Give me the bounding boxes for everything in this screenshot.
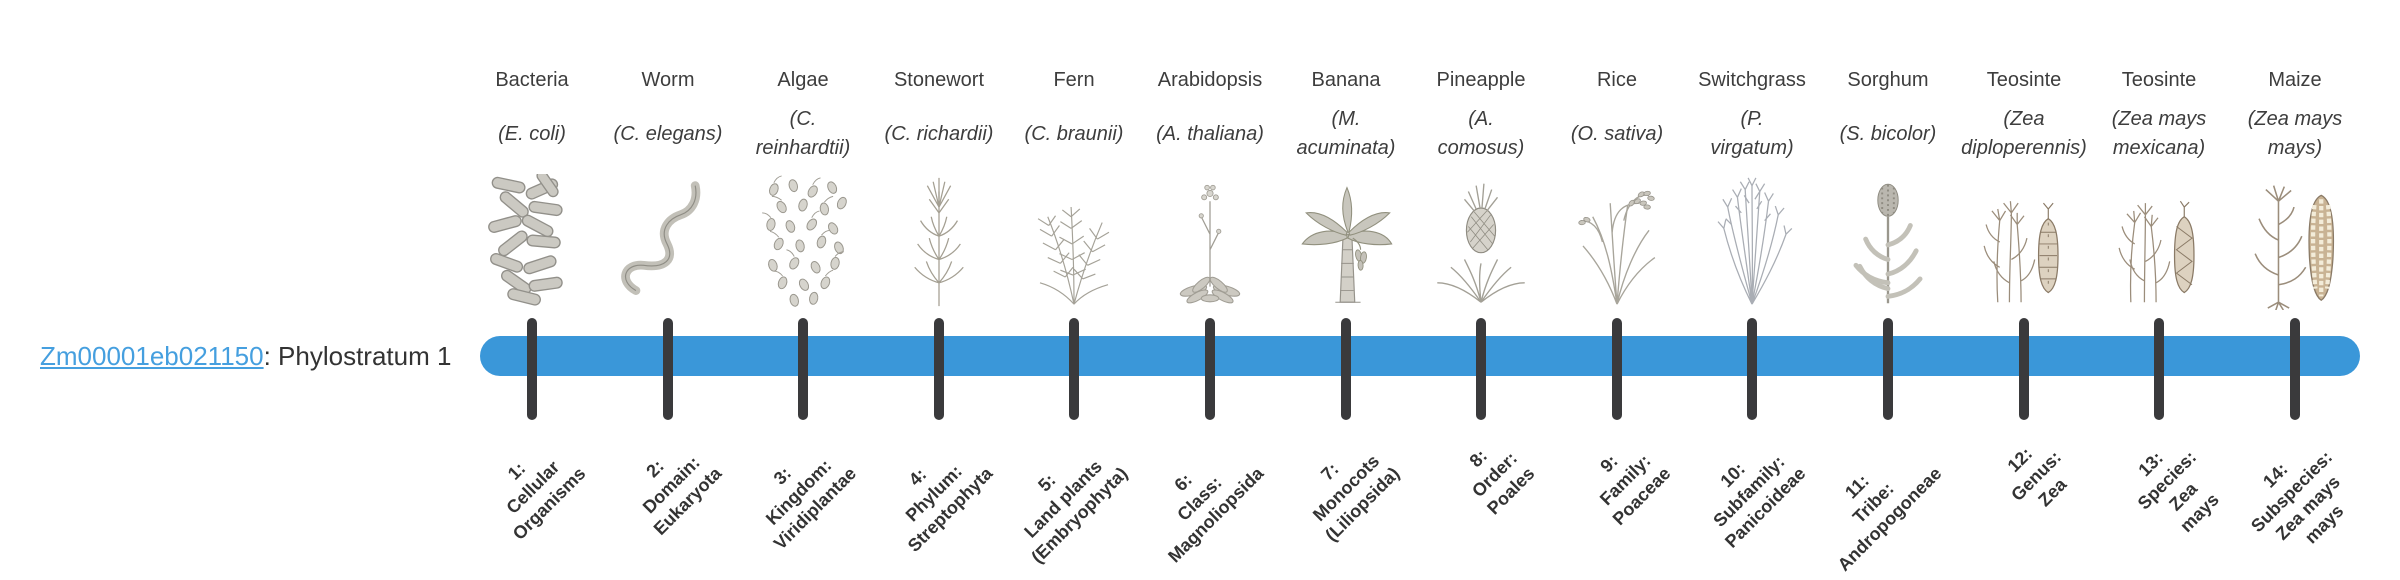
phylostratum-tick [1883,318,1893,420]
taxon-species: (S. bicolor) [1839,122,1937,145]
taxon-species: (A. comosus) [1437,108,1525,159]
maize-illustration [2254,185,2335,310]
stage-label: 4: Phylum: Streptophyta [901,461,997,556]
taxon-name: Teosinte [2121,69,2197,91]
taxon-species: (C. elegans) [613,122,723,145]
switchgrass-illustration [1717,177,1793,305]
taxon-column-switchgrass: Switchgrass (P. virgatum) 10: Subfamily:… [1686,0,1818,580]
gene-label: Zm00001eb021150: Phylostratum 1 [40,336,451,376]
taxon-species: (C. reinhardtii) [755,108,851,159]
taxon-column-maize: Maize (Zea mays mays) 14: Subspecies: Ze… [2229,0,2361,580]
phylostratum-tick [2154,318,2164,420]
taxon-species: (O. sativa) [1570,122,1664,145]
taxon-name: Switchgrass [1698,69,1806,91]
phylostratum-tick [934,318,944,420]
taxon-name: Pineapple [1436,69,1526,91]
teosinte-diploperennis-illustration [1983,201,2059,303]
taxon-name: Stonewort [893,69,985,91]
taxon-column-fern: Fern (C. braunii) 5: Land plants (Embryo… [1008,0,1140,580]
taxon-species: (C. braunii) [1024,122,1124,145]
taxon-name: Bacteria [495,69,569,91]
phylostratum-text: : Phylostratum 1 [263,341,452,371]
phylostratum-tick [798,318,808,420]
phylostratum-tick [2019,318,2029,420]
taxon-column-teosinte-mexicana: Teosinte (Zea mays mexicana) 13: Species… [2093,0,2225,580]
pineapple-illustration [1437,183,1525,303]
taxon-species: (A. thaliana) [1156,122,1264,145]
taxon-species: (M. acuminata) [1296,108,1396,159]
stage-label: 7: Monocots (Liliopsida) [1308,450,1404,546]
taxon-species: (Zea mays mays) [2247,108,2343,159]
gene-id-link[interactable]: Zm00001eb021150 [40,341,264,371]
taxon-column-banana: Banana (M. acuminata) 7: Monocots (Lilio… [1280,0,1412,580]
taxon-name: Arabidopsis [1157,69,1263,91]
taxon-species: (Zea mays mexicana) [2111,108,2207,159]
fern-illustration [1037,206,1110,305]
stage-label: 6: Class: Magnoliopsida [1164,463,1268,567]
sorghum-illustration [1853,183,1923,304]
phylostratum-tick [1205,318,1215,420]
phylostratum-tick [663,318,673,420]
taxon-column-stonewort: Stonewort (C. richardii) 4: Phylum: Stre… [873,0,1005,580]
taxon-name: Sorghum [1847,69,1929,91]
taxon-column-algae: Algae (C. reinhardtii) 3: Kingdom: Viri [737,0,869,580]
taxon-column-teosinte-diploperennis: Teosinte (Zea diploperennis) 12: Genus: … [1958,0,2090,580]
bacteria-illustration [488,174,563,306]
phylostratum-tick [1069,318,1079,420]
algae-illustration [762,175,847,307]
taxon-name: Fern [1053,69,1095,91]
stage-label: 13: Species: Zea mays [2133,446,2223,537]
stage-label: 10: Subfamily: Panicoideae [1709,451,1810,552]
stage-label: 14: Subspecies: Zea mays mays [2246,446,2348,548]
taxon-name: Teosinte [1986,69,2062,91]
worm-illustration [621,181,701,295]
taxon-species: (E. coli) [498,122,566,145]
taxon-column-pineapple: Pineapple (A. comosus) 8: Order: Poales [1415,0,1547,580]
taxon-species: (Zea diploperennis) [1961,108,2087,159]
timeline-bar [480,336,2360,376]
taxon-column-sorghum: Sorghum (S. bicolor) 11: Tribe: Andropog… [1822,0,1954,580]
banana-illustration [1301,186,1393,303]
stage-label: 9: Family: Poaceae [1595,450,1675,530]
phylostratum-tick [2290,318,2300,420]
taxon-name: Banana [1311,69,1381,91]
stage-label: 2: Domain: Eukaryota [638,452,726,539]
stage-label: 3: Kingdom: Viridiplantae [762,455,861,554]
stage-label: 1: Cellular Organisms [502,456,590,544]
phylostratum-tick [1612,318,1622,420]
stonewort-illustration [914,177,964,307]
stage-label: 12: Genus: Zea [2003,443,2071,511]
arabidopsis-illustration [1179,184,1241,304]
taxon-name: Rice [1596,69,1637,91]
rice-illustration [1578,190,1656,305]
taxon-species: (C. richardii) [884,122,994,145]
phylostratum-tick [1341,318,1351,420]
taxon-name: Worm [641,69,695,91]
teosinte-mexicana-illustration [2118,200,2195,303]
taxon-column-bacteria: Bacteria (E. coli) 1: Cellular Organi [466,0,598,580]
taxon-name: Algae [777,69,829,91]
taxon-column-worm: Worm (C. elegans) 2: Domain: Eukaryota [602,0,734,580]
phylostratum-tick [1747,318,1757,420]
phylostratum-tick [1476,318,1486,420]
stage-label: 8: Order: Poales [1465,445,1539,519]
stage-label: 11: Tribe: Andropogoneae [1833,463,1946,575]
taxon-name: Maize [2268,69,2322,91]
taxon-column-arabidopsis: Arabidopsis (A. thaliana) 6: Class: Magn… [1144,0,1276,580]
taxon-species: (P. virgatum) [1710,108,1794,159]
phylostratum-tick [527,318,537,420]
stage-label: 5: Land plants (Embryophyta) [1020,456,1132,568]
taxon-column-rice: Rice (O. sativa) 9: Family: Poaceae [1551,0,1683,580]
